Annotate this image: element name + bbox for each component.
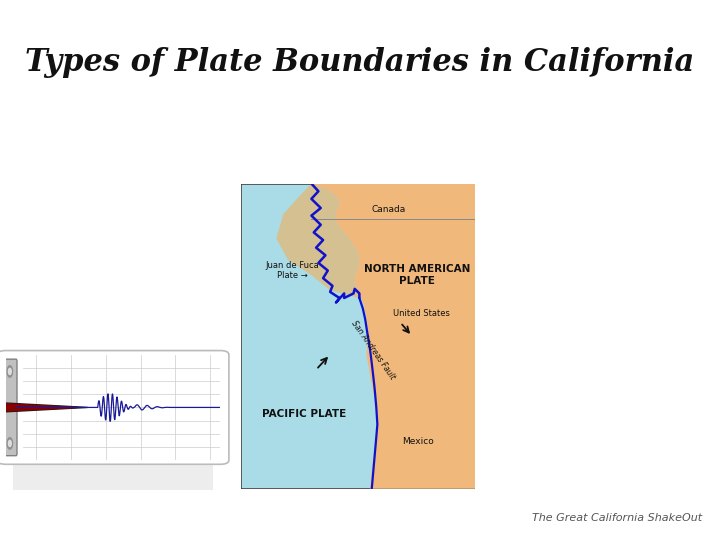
Circle shape <box>7 366 12 377</box>
FancyBboxPatch shape <box>245 188 479 493</box>
Text: Juan de Fuca
Plate →: Juan de Fuca Plate → <box>266 261 320 280</box>
Text: Mexico: Mexico <box>402 437 433 446</box>
Text: United States: United States <box>393 309 450 318</box>
FancyBboxPatch shape <box>4 359 17 456</box>
FancyBboxPatch shape <box>5 464 221 491</box>
FancyBboxPatch shape <box>0 350 229 464</box>
Circle shape <box>9 368 12 375</box>
Text: Canada: Canada <box>372 205 406 214</box>
Text: NORTH AMERICAN
PLATE: NORTH AMERICAN PLATE <box>364 265 470 286</box>
Polygon shape <box>276 184 359 298</box>
Polygon shape <box>6 403 88 412</box>
Polygon shape <box>312 184 475 489</box>
Polygon shape <box>6 404 77 411</box>
Circle shape <box>7 438 12 449</box>
Text: The Great California ShakeOut: The Great California ShakeOut <box>532 512 702 523</box>
Text: Types of Plate Boundaries in California: Types of Plate Boundaries in California <box>25 46 695 78</box>
Circle shape <box>9 440 12 447</box>
Text: PACIFIC PLATE: PACIFIC PLATE <box>262 409 346 419</box>
Text: San Andreas Fault: San Andreas Fault <box>350 319 397 381</box>
